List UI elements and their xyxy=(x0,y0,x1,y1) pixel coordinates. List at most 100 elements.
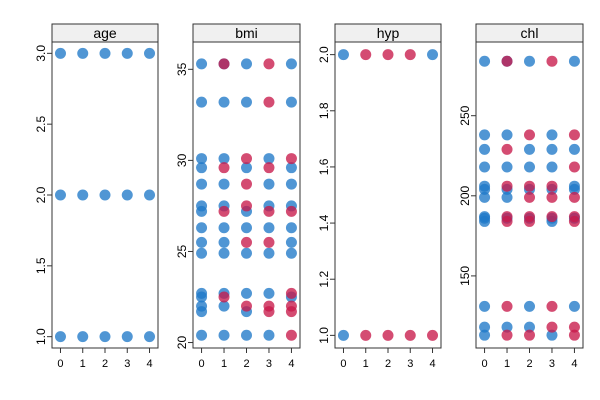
bmi-imputed-point xyxy=(263,96,275,108)
chl-observed-point xyxy=(479,161,491,173)
bmi-x-tick-label: 1 xyxy=(221,358,227,370)
chl-observed-point xyxy=(479,321,491,333)
bmi-y-tick-label: 25 xyxy=(175,244,189,258)
bmi-observed-point xyxy=(196,153,208,165)
bmi-x-tick-label: 2 xyxy=(243,358,249,370)
bmi-observed-point xyxy=(241,58,252,70)
chl-x-tick-label: 0 xyxy=(481,358,487,370)
bmi-y-tick-label: 35 xyxy=(175,62,189,76)
hyp-y-tick-label: 1.2 xyxy=(317,271,331,288)
bmi-panel-title: bmi xyxy=(235,25,258,41)
chl-imputed-point xyxy=(501,215,513,227)
chl-observed-point xyxy=(479,191,491,203)
bmi-observed-point xyxy=(218,96,230,108)
bmi-imputed-point xyxy=(263,162,275,174)
chl-observed-point xyxy=(501,191,513,203)
bmi-observed-point xyxy=(241,329,252,341)
bmi-observed-point xyxy=(241,222,252,234)
bmi-observed-point xyxy=(285,247,297,259)
bmi-imputed-point xyxy=(263,236,275,248)
age-observed-point xyxy=(77,331,89,343)
bmi-observed-point xyxy=(196,329,208,341)
chl-y-tick-label: 150 xyxy=(458,266,472,286)
bmi-imputed-point xyxy=(241,236,252,248)
chl-imputed-point xyxy=(546,180,558,192)
chl-y-tick-label: 250 xyxy=(458,105,472,125)
bmi-imputed-point xyxy=(285,287,297,299)
bmi-imputed-point xyxy=(285,205,297,217)
chl-observed-point xyxy=(568,55,580,67)
hyp-x-tick-label: 2 xyxy=(385,358,391,370)
chl-imputed-point xyxy=(524,180,535,192)
hyp-panel-frame xyxy=(334,41,442,349)
bmi-observed-point xyxy=(218,153,230,165)
bmi-observed-point xyxy=(218,222,230,234)
chl-observed-point xyxy=(546,129,558,141)
bmi-observed-point xyxy=(241,247,252,259)
bmi-observed-point xyxy=(218,236,230,248)
chl-observed-point xyxy=(546,329,558,341)
bmi-y-tick-label: 30 xyxy=(175,153,189,167)
bmi-imputed-point xyxy=(263,306,275,318)
hyp-observed-point xyxy=(427,49,439,61)
hyp-observed-point xyxy=(337,49,349,61)
age-observed-point xyxy=(99,47,111,59)
hyp-imputed-point xyxy=(360,329,372,341)
bmi-imputed-point xyxy=(218,291,230,303)
hyp-imputed-point xyxy=(382,49,394,61)
chl-imputed-point xyxy=(524,129,535,141)
bmi-imputed-point xyxy=(218,58,230,70)
bmi-observed-point xyxy=(285,96,297,108)
bmi-observed-point xyxy=(263,222,275,234)
age-observed-point xyxy=(77,189,89,201)
chl-observed-point xyxy=(568,183,580,195)
bmi-observed-point xyxy=(196,178,208,190)
chl-observed-point xyxy=(479,143,491,155)
bmi-y-tick-label: 20 xyxy=(175,336,189,350)
bmi-imputed-point xyxy=(241,300,252,312)
bmi-imputed-point xyxy=(218,205,230,217)
chl-observed-point xyxy=(568,300,580,312)
bmi-observed-point xyxy=(196,96,208,108)
bmi-imputed-point xyxy=(263,58,275,70)
chl-observed-point xyxy=(501,129,513,141)
age-observed-point xyxy=(121,47,133,59)
bmi-observed-point xyxy=(196,205,208,217)
chl-imputed-point xyxy=(546,321,558,333)
age-observed-point xyxy=(99,189,111,201)
age-observed-point xyxy=(121,331,133,343)
hyp-imputed-point xyxy=(382,329,394,341)
chl-x-tick-label: 2 xyxy=(526,358,532,370)
age-observed-point xyxy=(144,331,156,343)
age-observed-point xyxy=(144,189,156,201)
chl-observed-point xyxy=(524,300,535,312)
bmi-observed-point xyxy=(196,247,208,259)
chl-imputed-point xyxy=(568,191,580,203)
chl-imputed-point xyxy=(501,143,513,155)
age-y-tick-label: 2.0 xyxy=(34,186,48,203)
age-panel-title: age xyxy=(93,25,117,41)
chl-observed-point xyxy=(479,55,491,67)
chl-imputed-point xyxy=(568,161,580,173)
chl-observed-point xyxy=(524,55,535,67)
chl-x-tick-label: 4 xyxy=(571,358,577,370)
bmi-observed-point xyxy=(218,178,230,190)
hyp-y-tick-label: 1.8 xyxy=(317,102,331,119)
age-observed-point xyxy=(77,47,89,59)
chl-imputed-point xyxy=(501,180,513,192)
chl-observed-point xyxy=(524,143,535,155)
chl-observed-point xyxy=(546,143,558,155)
age-x-tick-label: 0 xyxy=(57,358,63,370)
bmi-observed-point xyxy=(285,58,297,70)
bmi-observed-point xyxy=(218,329,230,341)
chl-imputed-point xyxy=(546,300,558,312)
chl-observed-point xyxy=(524,321,535,333)
chl-imputed-point xyxy=(546,55,558,67)
bmi-observed-point xyxy=(196,306,208,318)
bmi-observed-point xyxy=(263,329,275,341)
age-y-tick-label: 1.5 xyxy=(34,257,48,274)
chl-imputed-point xyxy=(546,191,558,203)
chl-y-tick-label: 200 xyxy=(458,185,472,205)
bmi-observed-point xyxy=(285,178,297,190)
chl-x-tick-label: 1 xyxy=(504,358,510,370)
